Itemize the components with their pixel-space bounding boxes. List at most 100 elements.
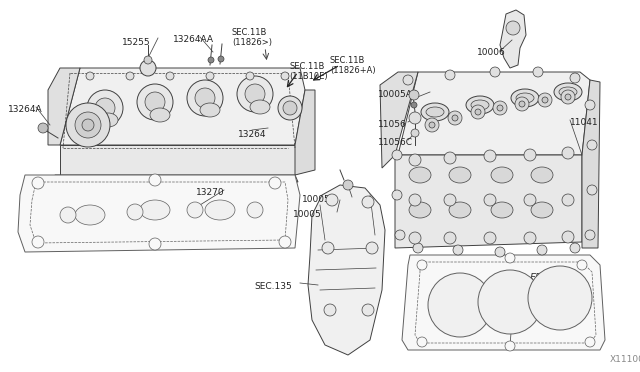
Text: 11056C: 11056C <box>378 138 413 147</box>
Circle shape <box>246 72 254 80</box>
Circle shape <box>409 232 421 244</box>
Circle shape <box>409 194 421 206</box>
Polygon shape <box>295 90 315 175</box>
Polygon shape <box>500 10 526 68</box>
Text: SEC.11B: SEC.11B <box>330 56 365 65</box>
Circle shape <box>87 90 123 126</box>
Circle shape <box>245 84 265 104</box>
Ellipse shape <box>409 202 431 218</box>
Circle shape <box>187 80 223 116</box>
Ellipse shape <box>554 83 582 101</box>
Text: 13264: 13264 <box>238 130 266 139</box>
Circle shape <box>484 194 496 206</box>
Circle shape <box>137 84 173 120</box>
Circle shape <box>562 147 574 159</box>
Circle shape <box>429 122 435 128</box>
Circle shape <box>403 75 413 85</box>
Circle shape <box>392 190 402 200</box>
Circle shape <box>140 60 156 76</box>
Circle shape <box>126 72 134 80</box>
Text: 10005A: 10005A <box>302 195 337 204</box>
Ellipse shape <box>449 202 471 218</box>
Circle shape <box>392 150 402 160</box>
Circle shape <box>528 266 592 330</box>
Circle shape <box>425 118 439 132</box>
Circle shape <box>409 90 419 100</box>
Circle shape <box>445 70 455 80</box>
Text: (11826+A): (11826+A) <box>330 66 376 75</box>
Text: (11826>): (11826>) <box>232 38 272 47</box>
Circle shape <box>585 230 595 240</box>
Circle shape <box>32 236 44 248</box>
Circle shape <box>218 56 224 62</box>
Circle shape <box>587 185 597 195</box>
Circle shape <box>585 337 595 347</box>
Circle shape <box>409 154 421 166</box>
Text: 10006: 10006 <box>477 48 506 57</box>
Circle shape <box>478 270 542 334</box>
Ellipse shape <box>250 100 270 114</box>
Circle shape <box>577 260 587 270</box>
Circle shape <box>444 152 456 164</box>
Circle shape <box>562 194 574 206</box>
Text: 10005AA: 10005AA <box>378 90 419 99</box>
Circle shape <box>417 337 427 347</box>
Circle shape <box>448 111 462 125</box>
Circle shape <box>269 177 281 189</box>
Polygon shape <box>48 68 80 145</box>
Ellipse shape <box>516 93 534 103</box>
Ellipse shape <box>150 108 170 122</box>
Circle shape <box>187 202 203 218</box>
Circle shape <box>565 94 571 100</box>
Circle shape <box>538 93 552 107</box>
Ellipse shape <box>491 202 513 218</box>
Ellipse shape <box>140 200 170 220</box>
Circle shape <box>362 196 374 208</box>
Circle shape <box>411 129 419 137</box>
Circle shape <box>237 76 273 112</box>
Circle shape <box>145 92 165 112</box>
Circle shape <box>86 72 94 80</box>
Circle shape <box>519 101 525 107</box>
Ellipse shape <box>466 96 494 114</box>
Circle shape <box>149 238 161 250</box>
Circle shape <box>32 177 44 189</box>
Circle shape <box>66 103 110 147</box>
Polygon shape <box>582 80 600 248</box>
Circle shape <box>542 97 548 103</box>
Text: FRONT: FRONT <box>522 278 557 288</box>
Circle shape <box>281 72 289 80</box>
Text: 11041: 11041 <box>570 118 598 127</box>
Circle shape <box>452 115 458 121</box>
Ellipse shape <box>421 103 449 121</box>
Circle shape <box>95 98 115 118</box>
Circle shape <box>505 341 515 351</box>
Text: SEC.11B: SEC.11B <box>289 62 324 71</box>
Polygon shape <box>18 175 300 252</box>
Polygon shape <box>60 145 295 175</box>
Circle shape <box>82 119 94 131</box>
Circle shape <box>324 304 336 316</box>
Circle shape <box>490 67 500 77</box>
Text: 15255: 15255 <box>122 38 150 47</box>
Circle shape <box>570 73 580 83</box>
Ellipse shape <box>75 205 105 225</box>
Circle shape <box>279 236 291 248</box>
Text: 13264A: 13264A <box>8 105 43 114</box>
Circle shape <box>166 72 174 80</box>
Circle shape <box>524 232 536 244</box>
Circle shape <box>144 56 152 64</box>
Text: 10005: 10005 <box>293 210 322 219</box>
Circle shape <box>444 194 456 206</box>
Circle shape <box>497 105 503 111</box>
Circle shape <box>278 96 302 120</box>
Circle shape <box>206 72 214 80</box>
Text: FRONT: FRONT <box>530 273 566 283</box>
Circle shape <box>484 150 496 162</box>
Circle shape <box>195 88 215 108</box>
Text: X111004K: X111004K <box>610 355 640 364</box>
Circle shape <box>208 57 214 63</box>
Circle shape <box>506 21 520 35</box>
Circle shape <box>38 123 48 133</box>
Circle shape <box>326 194 338 206</box>
